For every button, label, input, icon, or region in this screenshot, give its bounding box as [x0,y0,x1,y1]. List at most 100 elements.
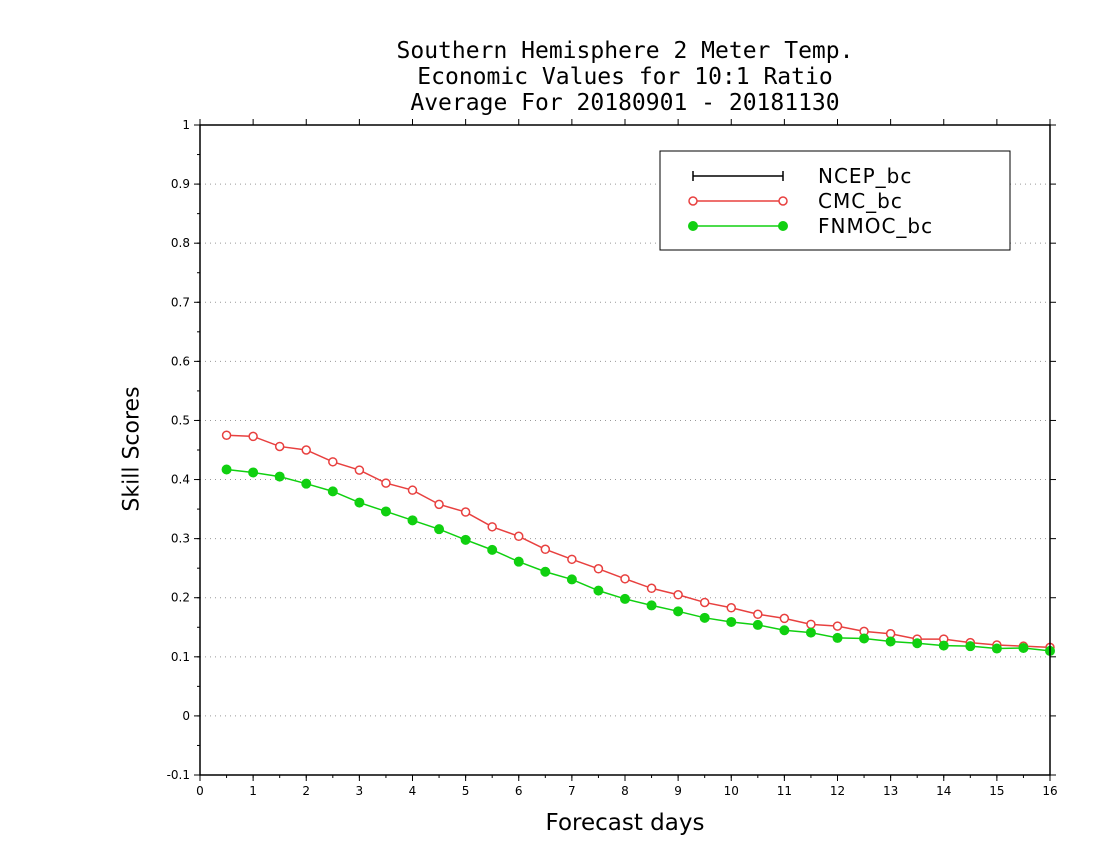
data-point-FNMOC_bc [965,641,976,652]
data-point-CMC_bc [620,574,630,584]
data-point-FNMOC_bc [354,497,365,508]
data-point-CMC_bc [753,609,763,620]
x-axis-label: Forecast days [545,810,705,836]
data-point-CMC_bc [274,441,285,452]
x-tick-label: 14 [936,784,951,798]
data-point-FNMOC_bc [620,593,630,604]
series-line-FNMOC_bc [226,468,1051,652]
data-point-CMC_bc [646,583,657,594]
chart-title-line-1: Southern Hemisphere 2 Meter Temp. [396,38,854,64]
y-tick-label: 0.1 [171,650,190,664]
legend-label-NCEP_bc: NCEP_bc [818,164,912,188]
data-point-FNMOC_bc [859,633,870,644]
data-point-FNMOC_bc [699,612,710,623]
data-point-CMC_bc [593,564,604,574]
legend-marker-CMC_bc [688,196,698,206]
data-point-FNMOC_bc [832,632,843,643]
x-tick-label: 1 [249,784,257,798]
x-tick-label: 11 [777,784,792,798]
chart-title-line-2: Economic Values for 10:1 Ratio [417,64,833,90]
data-point-FNMOC_bc [566,574,577,585]
data-point-FNMOC_bc [274,471,285,482]
plot-frame [199,124,1051,776]
y-tick-label: -0.1 [167,768,190,782]
data-point-CMC_bc [487,522,497,532]
x-tick-label: 4 [409,784,417,798]
x-tick-label: 12 [830,784,845,798]
data-point-FNMOC_bc [752,619,763,630]
data-point-CMC_bc [328,457,338,467]
y-tick-label: 0.3 [171,532,190,546]
data-point-CMC_bc [248,431,258,442]
x-tick-label: 7 [568,784,576,798]
x-tick-label: 8 [621,784,629,798]
y-axis-label: Skill Scores [119,386,145,512]
data-point-CMC_bc [434,499,444,510]
y-tick-label: 0.6 [171,354,190,368]
data-point-FNMOC_bc [805,627,816,638]
y-tick-label: 1 [182,118,190,132]
data-point-CMC_bc [540,544,551,555]
data-point-FNMOC_bc [434,524,445,535]
legend-marker-FNMOC_bc [688,221,698,231]
x-tick-label: 6 [515,784,523,798]
data-point-FNMOC_bc [327,486,338,497]
data-point-CMC_bc [699,597,710,608]
data-point-FNMOC_bc [726,616,737,627]
data-point-FNMOC_bc [938,640,949,651]
legend-marker-CMC_bc [778,196,788,206]
x-tick-label: 9 [674,784,682,798]
x-tick-label: 15 [989,784,1004,798]
data-point-FNMOC_bc [646,600,657,611]
data-point-FNMOC_bc [912,638,923,649]
data-point-CMC_bc [354,465,365,475]
y-tick-label: 0.8 [171,236,190,250]
data-point-FNMOC_bc [460,534,471,545]
legend-label-FNMOC_bc: FNMOC_bc [818,214,933,238]
data-point-CMC_bc [407,485,418,495]
data-point-FNMOC_bc [540,566,551,577]
data-point-CMC_bc [726,603,736,613]
x-tick-label: 5 [462,784,470,798]
data-point-CMC_bc [779,613,790,624]
y-tick-label: 0.4 [171,473,190,487]
grid-lines [200,183,1050,717]
chart-title-line-3: Average For 20180901 - 20181130 [410,90,840,116]
y-tick-label: 0.9 [171,177,190,191]
data-point-CMC_bc [832,621,843,631]
data-point-FNMOC_bc [407,515,418,526]
y-tick-label: 0.5 [171,413,190,427]
axes: -0.100.10.20.30.40.50.60.70.80.910 1 2 3 4 5 6… [167,118,1058,798]
data-point-CMC_bc [221,430,232,440]
data-point-FNMOC_bc [991,643,1002,654]
x-tick-label: 16 [1042,784,1057,798]
data-point-FNMOC_bc [487,544,498,555]
data-point-CMC_bc [460,507,471,517]
data-point-FNMOC_bc [885,636,896,647]
x-tick-label: 0 [196,784,204,798]
data-point-FNMOC_bc [593,585,604,596]
x-tick-label: 3 [356,784,364,798]
data-point-CMC_bc [301,445,311,455]
y-tick-label: 0 [182,709,190,723]
data-point-CMC_bc [806,619,816,630]
data-point-FNMOC_bc [380,506,391,517]
data-point-CMC_bc [514,531,524,542]
data-point-FNMOC_bc [513,556,524,567]
data-point-FNMOC_bc [1018,642,1029,653]
data-point-CMC_bc [381,478,391,488]
y-tick-label: 0.7 [171,295,190,309]
x-tick-label: 10 [724,784,739,798]
series-layer [221,430,1055,656]
legend-marker-FNMOC_bc [778,221,788,231]
x-tick-label: 13 [883,784,898,798]
data-point-FNMOC_bc [779,625,790,636]
data-point-CMC_bc [673,590,683,600]
data-point-FNMOC_bc [301,478,312,489]
data-point-FNMOC_bc [221,464,232,475]
x-tick-label: 2 [302,784,310,798]
data-point-FNMOC_bc [673,606,684,617]
data-point-FNMOC_bc [248,467,259,478]
